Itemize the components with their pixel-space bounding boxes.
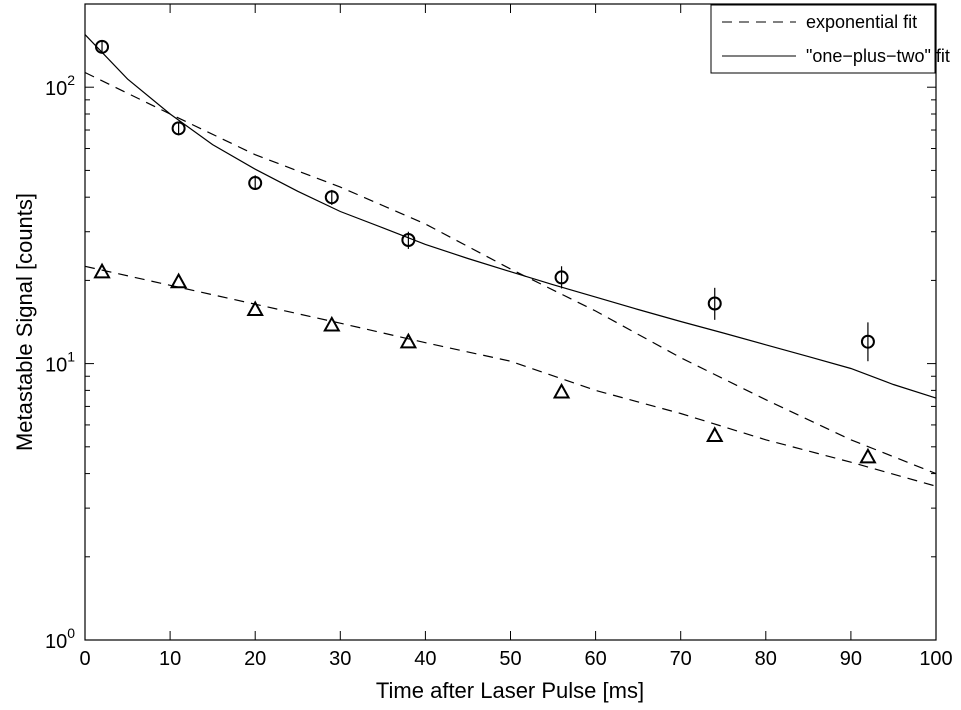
legend-label-exponential: exponential fit [806, 12, 917, 32]
circle-marker [248, 176, 263, 191]
triangle-marker [399, 332, 418, 349]
x-tick-label: 100 [919, 648, 952, 670]
circle-marker [171, 121, 186, 136]
exponential-fit-line [84, 265, 937, 487]
triangle-marker [706, 426, 724, 442]
x-tick-label: 80 [755, 648, 777, 670]
circle-marker [95, 39, 110, 54]
y-axis-label: Metastable Signal [counts] [12, 193, 37, 451]
legend: exponential fit "one−plus−two" fit [710, 4, 950, 74]
fit-lines [84, 34, 937, 487]
triangle-marker [169, 272, 188, 289]
x-tick-label: 0 [79, 648, 90, 670]
x-tick-label: 30 [329, 648, 351, 670]
circle-marker [324, 190, 339, 205]
triangle-marker [859, 447, 877, 464]
x-tick-label: 20 [244, 648, 266, 670]
x-axis-ticks: 0 10 20 30 40 50 60 70 80 90 100 [79, 4, 953, 670]
exponential-fit-line [84, 71, 937, 475]
x-tick-label: 90 [840, 648, 862, 670]
triangle-marker [552, 382, 571, 399]
triangle-marker [246, 300, 264, 317]
x-tick-label: 70 [670, 648, 692, 670]
x-axis-label: Time after Laser Pulse [ms] [376, 678, 644, 703]
y-tick-label: 100 [45, 625, 75, 653]
x-tick-label: 10 [159, 648, 181, 670]
x-tick-label: 40 [414, 648, 436, 670]
data-markers [93, 39, 877, 464]
circle-marker [401, 233, 416, 248]
y-axis-ticks: 100 101 102 [45, 3, 936, 653]
circle-marker [707, 296, 722, 311]
one-plus-two-fit-line [84, 34, 937, 399]
y-tick-label: 101 [45, 349, 75, 377]
y-tick-label: 102 [45, 72, 75, 100]
x-tick-label: 50 [499, 648, 521, 670]
plot-frame [84, 3, 937, 641]
circle-marker [860, 334, 875, 349]
x-tick-label: 60 [584, 648, 606, 670]
triangle-marker [93, 262, 111, 279]
circle-marker [554, 270, 569, 285]
triangle-marker [323, 315, 341, 332]
legend-label-one-plus-two: "one−plus−two" fit [806, 46, 950, 66]
legend-box [710, 4, 936, 74]
